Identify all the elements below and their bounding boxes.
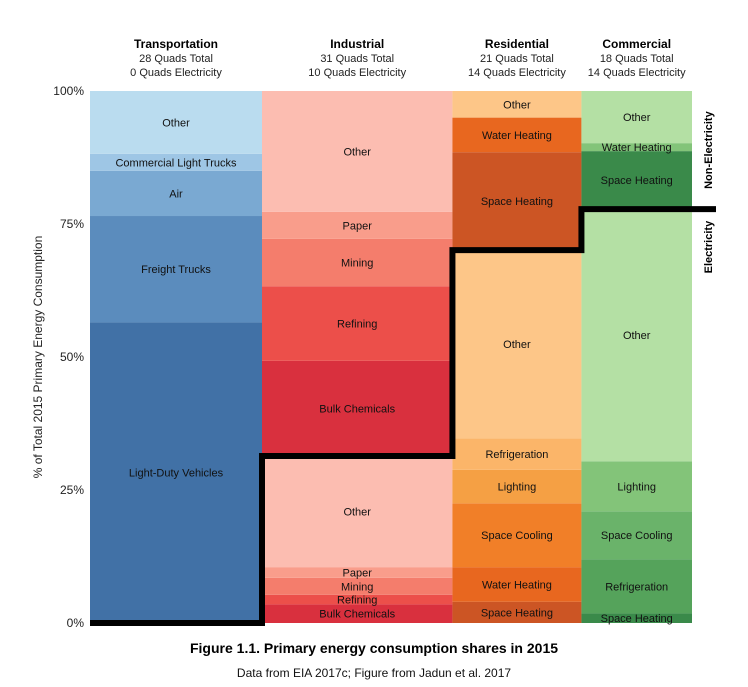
- segment-label-residential-other: Other: [503, 99, 531, 111]
- segment-industrial-other: [262, 91, 453, 212]
- segment-residential-water-heating: [452, 567, 582, 602]
- segment-residential-space-heating: [452, 152, 582, 251]
- column-electricity-commercial: 14 Quads Electricity: [588, 67, 686, 79]
- side-label-non-electricity: Non-Electricity: [703, 110, 715, 189]
- segment-label-residential-space-heating: Space Heating: [481, 196, 553, 208]
- segment-industrial-bulk-chemicals: [262, 360, 453, 456]
- segment-transportation-commercial-light-trucks: [90, 153, 262, 171]
- y-tick-label: 25%: [60, 483, 84, 497]
- segment-commercial-lighting: [581, 461, 692, 512]
- column-electricity-industrial: 10 Quads Electricity: [308, 67, 406, 79]
- segment-label-residential-space-heating: Space Heating: [481, 607, 553, 619]
- column-total-industrial: 31 Quads Total: [320, 53, 394, 65]
- segment-industrial-mining: [262, 577, 453, 595]
- segment-label-commercial-water-heating: Water Heating: [602, 142, 672, 154]
- side-labels: Non-Electricity Electricity: [703, 110, 715, 273]
- segment-label-transportation-light-duty-vehicles: Light-Duty Vehicles: [129, 468, 224, 480]
- y-tick-label: 100%: [53, 84, 84, 98]
- segment-label-industrial-other: Other: [343, 507, 371, 519]
- column-header-transportation: Transportation: [134, 37, 218, 51]
- segment-residential-refrigeration: [452, 438, 582, 470]
- side-label-electricity: Electricity: [703, 220, 715, 273]
- segment-residential-water-heating: [452, 117, 582, 153]
- segment-industrial-bulk-chemicals: [262, 604, 453, 623]
- segment-residential-space-cooling: [452, 503, 582, 568]
- segment-label-commercial-refrigeration: Refrigeration: [605, 581, 668, 593]
- y-tick-label: 0%: [67, 616, 85, 630]
- segment-industrial-refining: [262, 594, 453, 605]
- column-total-residential: 21 Quads Total: [480, 53, 554, 65]
- electricity-boundary-line: [90, 206, 716, 626]
- segment-label-residential-refrigeration: Refrigeration: [485, 449, 548, 461]
- column-header-industrial: Industrial: [330, 37, 384, 51]
- segment-label-industrial-bulk-chemicals: Bulk Chemicals: [319, 609, 395, 621]
- segment-transportation-light-duty-vehicles: [90, 322, 262, 623]
- segment-label-industrial-refining: Refining: [337, 318, 377, 330]
- y-tick-label: 50%: [60, 350, 84, 364]
- y-axis-label: % of Total 2015 Primary Energy Consumpti…: [31, 236, 45, 479]
- y-tick-label: 75%: [60, 217, 84, 231]
- segment-label-industrial-bulk-chemicals: Bulk Chemicals: [319, 403, 395, 415]
- segment-label-transportation-commercial-light-trucks: Commercial Light Trucks: [115, 157, 237, 169]
- segment-commercial-refrigeration: [581, 559, 692, 614]
- segment-commercial-space-heating: [581, 151, 692, 210]
- segment-label-residential-lighting: Lighting: [498, 482, 537, 494]
- segment-label-industrial-mining: Mining: [341, 258, 373, 270]
- column-total-commercial: 18 Quads Total: [600, 53, 674, 65]
- segment-residential-other: [452, 250, 582, 439]
- column-electricity-residential: 14 Quads Electricity: [468, 67, 566, 79]
- segment-label-commercial-space-heating: Space Heating: [601, 175, 673, 187]
- segment-transportation-other: [90, 91, 262, 154]
- segment-commercial-water-heating: [581, 143, 692, 152]
- segment-label-residential-water-heating: Water Heating: [482, 579, 552, 591]
- marimekko-chart: Transportation 28 Quads Total 0 Quads Elec…: [31, 37, 716, 630]
- segment-label-transportation-other: Other: [162, 117, 190, 129]
- segment-residential-lighting: [452, 469, 582, 504]
- column-header-residential: Residential: [485, 37, 549, 51]
- column-header-commercial: Commercial: [602, 37, 671, 51]
- column-headers: Transportation 28 Quads Total 0 Quads Elec…: [130, 37, 686, 79]
- segment-labels: Light-Duty Vehicles Freight Trucks Air Comm…: [115, 99, 672, 625]
- segment-residential-other: [452, 91, 582, 118]
- segment-commercial-space-heating: [581, 613, 692, 623]
- segment-label-industrial-paper: Paper: [343, 567, 373, 579]
- segment-label-industrial-other: Other: [343, 146, 371, 158]
- segment-label-transportation-air: Air: [169, 188, 183, 200]
- y-axis: 100% 75% 50% 25% 0% % of Total 2015 Primary E…: [31, 84, 84, 630]
- segment-commercial-other: [581, 91, 692, 144]
- segment-industrial-paper: [262, 211, 453, 239]
- segment-label-residential-space-cooling: Space Cooling: [481, 530, 553, 542]
- segment-label-transportation-freight-trucks: Freight Trucks: [141, 264, 211, 276]
- segment-industrial-paper: [262, 567, 453, 578]
- segment-label-commercial-lighting: Lighting: [617, 481, 656, 493]
- segment-commercial-space-cooling: [581, 511, 692, 560]
- segment-industrial-other: [262, 455, 453, 568]
- segment-industrial-refining: [262, 286, 453, 361]
- segment-label-commercial-space-cooling: Space Cooling: [601, 530, 673, 542]
- segment-label-commercial-other: Other: [623, 330, 651, 342]
- segment-label-commercial-other: Other: [623, 112, 651, 124]
- segment-label-industrial-mining: Mining: [341, 581, 373, 593]
- segment-label-residential-water-heating: Water Heating: [482, 130, 552, 142]
- segment-label-commercial-space-heating: Space Heating: [601, 613, 673, 625]
- segment-label-industrial-paper: Paper: [343, 220, 373, 232]
- segment-label-industrial-refining: Refining: [337, 595, 377, 607]
- segment-transportation-air: [90, 170, 262, 217]
- segment-residential-space-heating: [452, 601, 582, 623]
- segment-transportation-freight-trucks: [90, 216, 262, 323]
- segment-industrial-mining: [262, 238, 453, 287]
- column-total-transportation: 28 Quads Total: [139, 53, 213, 65]
- chart-segments: [90, 91, 692, 623]
- figure-caption: Figure 1.1. Primary energy consumption s…: [189, 640, 559, 656]
- column-electricity-transportation: 0 Quads Electricity: [130, 67, 222, 79]
- segment-label-residential-other: Other: [503, 339, 531, 351]
- figure-source: Data from EIA 2017c; Figure from Jadun e…: [236, 666, 512, 680]
- segment-commercial-other: [581, 209, 692, 462]
